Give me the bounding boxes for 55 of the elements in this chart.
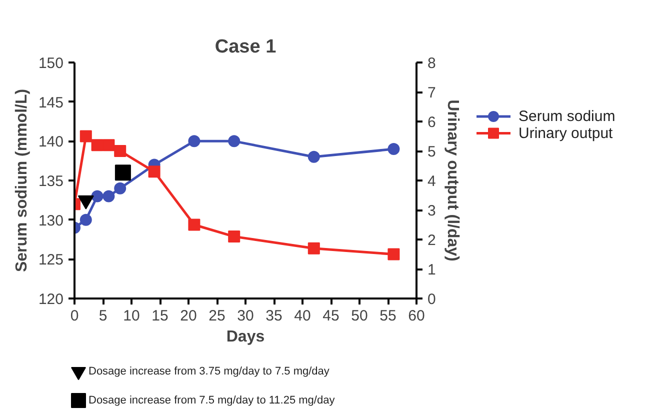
point	[308, 242, 320, 254]
y-tick-label: 145	[38, 94, 64, 112]
y2-tick-label: 8	[428, 55, 436, 72]
x-tick-label: 10	[123, 308, 140, 324]
point	[91, 139, 104, 152]
y2-tick-label: 1	[428, 262, 436, 278]
point	[114, 164, 131, 181]
point	[114, 145, 126, 157]
y-tick-label: 120	[38, 291, 64, 308]
point	[91, 190, 104, 202]
y-tick-label: 135	[38, 173, 64, 190]
legend-label: Dosage increase from 3.75 mg/day to 7.5 mg/day	[88, 366, 330, 378]
x-tick-label: 5	[98, 308, 108, 324]
x-tick-label: 25	[208, 308, 226, 324]
y2-tick-label: 6	[428, 114, 436, 131]
x-tick-label: 30	[237, 308, 254, 324]
x-tick-label: 0	[70, 308, 79, 324]
y-tick-label: 150	[38, 55, 64, 72]
point	[80, 214, 92, 226]
chart-title: Case 1	[214, 36, 277, 58]
point	[228, 230, 240, 243]
y2-tick-label: 5	[428, 144, 436, 160]
x-tick-label: 45	[322, 308, 340, 324]
point	[102, 190, 115, 202]
y2-tick-label: 4	[428, 173, 436, 190]
y2-tick-label: 0	[428, 291, 436, 308]
x-tick-label: 50	[351, 308, 368, 324]
y-tick-label: 140	[38, 134, 64, 151]
y2-axis-title: Urinary output (l/day)	[444, 100, 461, 262]
point	[114, 182, 126, 194]
x-axis-title: Days	[226, 328, 265, 346]
y2-tick-label: 2	[428, 232, 436, 249]
x-tick-label: 55	[380, 308, 396, 324]
x-tick-label: 40	[294, 308, 311, 324]
point	[228, 135, 240, 148]
y2-tick-label: 3	[428, 202, 436, 220]
legend-label: Dosage increase from 7.5 mg/day to 11.25 mg/day	[88, 394, 336, 406]
point	[188, 135, 200, 148]
point	[388, 248, 400, 260]
point	[308, 150, 320, 163]
point	[102, 139, 115, 152]
y2-tick-label: 7	[428, 84, 436, 102]
x-tick-label: 60	[408, 308, 425, 324]
point	[388, 143, 400, 156]
x-tick-label: 15	[152, 308, 168, 324]
point	[80, 130, 92, 142]
y-tick-label: 125	[38, 252, 64, 269]
point	[188, 218, 200, 231]
x-tick-label: 20	[180, 308, 197, 324]
y-tick-label: 130	[38, 212, 64, 230]
y-axis-title: Serum sodium (mmol/L)	[13, 88, 30, 272]
legend-label: Serum sodium	[518, 108, 616, 125]
legend-label: Urinary output	[518, 124, 614, 142]
point	[148, 166, 160, 178]
x-tick-label: 35	[266, 308, 282, 324]
